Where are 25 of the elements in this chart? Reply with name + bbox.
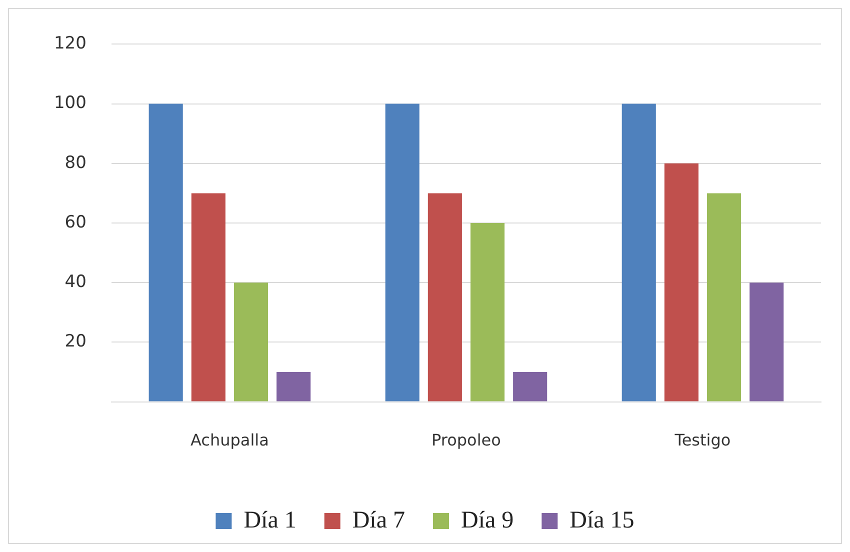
bar xyxy=(750,282,784,402)
bar xyxy=(148,104,183,402)
legend-label: Día 9 xyxy=(461,507,514,534)
bar xyxy=(707,193,742,402)
x-tick-label: Propoleo xyxy=(432,430,501,450)
legend-label: Día 15 xyxy=(570,507,634,534)
bar xyxy=(428,193,462,402)
bar xyxy=(622,104,656,402)
bar xyxy=(276,372,311,402)
legend-label: Día 7 xyxy=(352,507,406,534)
legend-label: Día 1 xyxy=(244,507,296,534)
bar xyxy=(664,163,698,402)
y-tick-label: 40 xyxy=(64,272,86,292)
y-tick-label: 100 xyxy=(54,93,86,114)
bar xyxy=(234,282,268,402)
y-tick-label: 80 xyxy=(64,152,86,173)
x-tick-label: Testigo xyxy=(674,430,731,450)
bar xyxy=(191,193,226,402)
bar xyxy=(385,104,420,402)
y-tick-label: 120 xyxy=(54,34,86,54)
y-tick-label: 60 xyxy=(64,212,86,232)
bar xyxy=(513,372,548,402)
x-tick-label: Achupalla xyxy=(190,430,269,450)
bar xyxy=(470,223,505,402)
y-tick-label: 20 xyxy=(64,332,86,352)
